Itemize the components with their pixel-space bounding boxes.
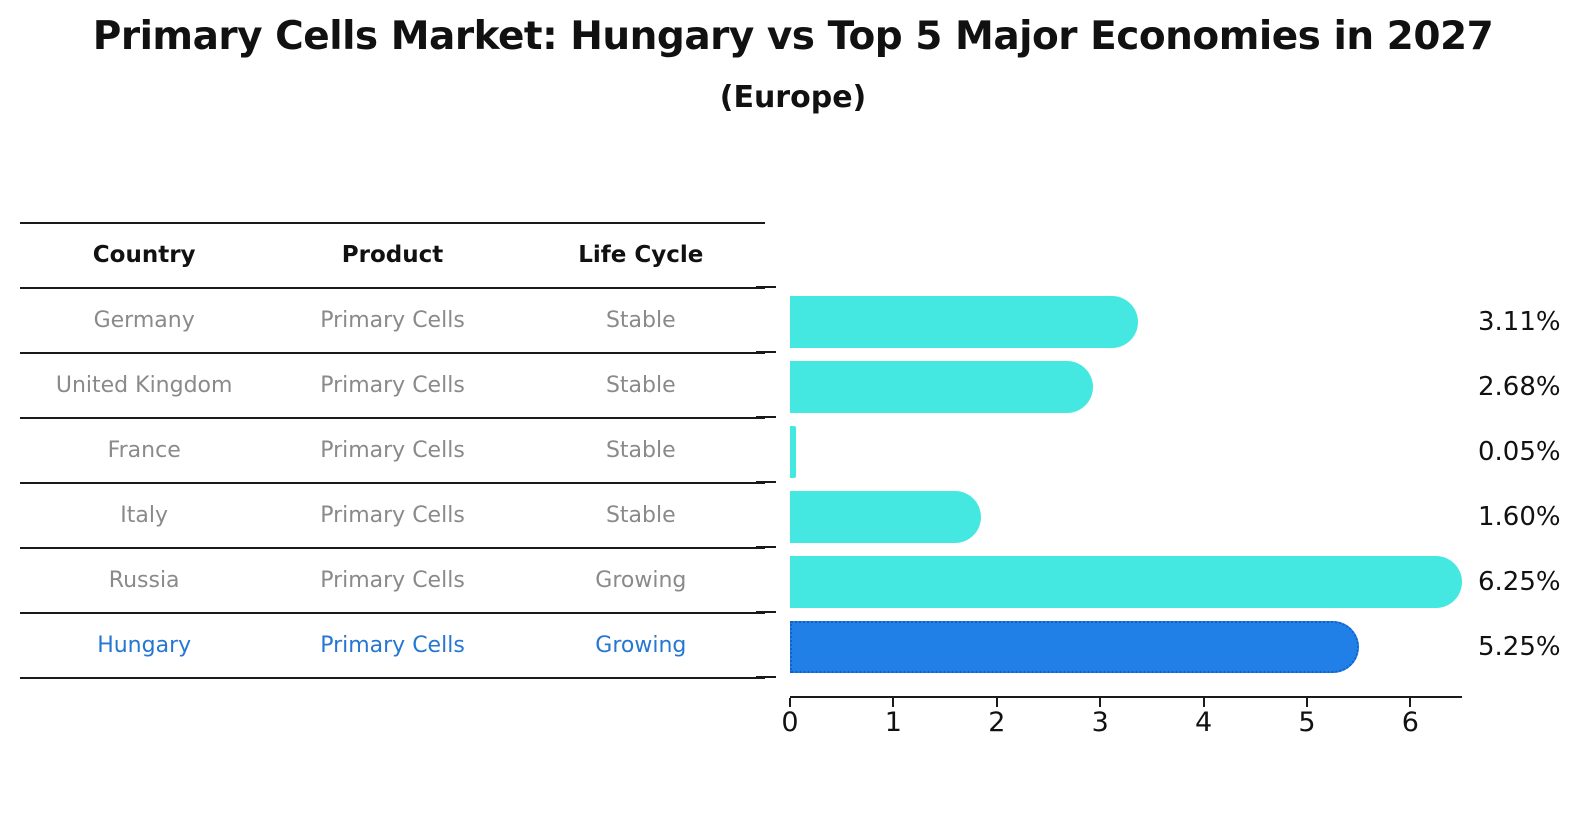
cell-lifecycle: Stable	[605, 308, 676, 333]
y-axis-tick	[756, 546, 776, 548]
cell-product: Primary Cells	[320, 373, 465, 398]
column-header-lifecycle: Life Cycle	[578, 242, 704, 268]
cell-lifecycle: Stable	[605, 503, 676, 528]
x-axis-tick	[892, 698, 895, 707]
cell-product: Primary Cells	[320, 438, 465, 463]
cell-lifecycle: Growing	[595, 568, 687, 593]
bar-value-label: 3.11%	[1478, 307, 1561, 337]
table-row-united-kingdom: United Kingdom Primary Cells Stable	[20, 352, 765, 417]
cell-country: Italy	[120, 503, 169, 528]
bar-united-kingdom	[790, 361, 1094, 413]
table-header-row: Country Product Life Cycle	[20, 222, 765, 287]
x-axis-tick-label: 6	[1401, 707, 1419, 738]
cell-country: Russia	[108, 568, 180, 593]
y-axis-tick	[756, 416, 776, 418]
cell-country: United Kingdom	[55, 373, 233, 398]
cell-lifecycle: Stable	[605, 438, 676, 463]
bar-value-label: 6.25%	[1478, 567, 1561, 597]
bar-value-label: 5.25%	[1478, 632, 1561, 662]
table-row-germany: Germany Primary Cells Stable	[20, 287, 765, 352]
cell-product: Primary Cells	[320, 308, 465, 333]
cell-lifecycle: Stable	[605, 373, 676, 398]
bar-value-label: 1.60%	[1478, 502, 1561, 532]
table-row-russia: Russia Primary Cells Growing	[20, 547, 765, 612]
column-header-product: Product	[341, 242, 444, 268]
bar-value-label: 0.05%	[1478, 437, 1561, 467]
x-axis-tick	[789, 698, 791, 707]
table-row-france: France Primary Cells Stable	[20, 417, 765, 482]
table-row-hungary: Hungary Primary Cells Growing	[20, 612, 765, 677]
y-axis-tick	[756, 351, 776, 353]
cell-country: France	[107, 438, 181, 463]
chart-title: Primary Cells Market: Hungary vs Top 5 M…	[92, 14, 1494, 59]
bar-france	[790, 426, 796, 478]
bar-hungary	[790, 621, 1359, 673]
bar-italy	[790, 491, 982, 543]
chart-subtitle: (Europe)	[719, 80, 867, 115]
x-axis-tick	[1202, 698, 1205, 707]
x-axis-tick-label: 4	[1195, 707, 1213, 738]
x-axis-tick-label: 5	[1298, 707, 1316, 738]
bar-value-label: 2.68%	[1478, 372, 1561, 402]
y-axis-tick	[756, 286, 776, 288]
bar-germany	[790, 296, 1138, 348]
cell-product: Primary Cells	[320, 568, 465, 593]
cell-product: Primary Cells	[320, 503, 465, 528]
x-axis-tick-label: 2	[988, 707, 1006, 738]
y-axis-tick	[756, 481, 776, 483]
x-axis-tick-label: 0	[781, 707, 799, 738]
x-axis-tick-label: 3	[1091, 707, 1109, 738]
y-axis-tick	[756, 676, 776, 678]
x-axis-tick	[1306, 698, 1308, 707]
x-axis-tick	[1409, 698, 1412, 707]
cell-country: Germany	[93, 308, 195, 333]
x-axis-spine	[790, 696, 1462, 698]
column-header-country: Country	[92, 242, 196, 268]
bar-russia	[790, 556, 1463, 608]
table-row-italy: Italy Primary Cells Stable	[20, 482, 765, 547]
y-axis-tick	[756, 611, 776, 613]
cell-product: Primary Cells	[320, 633, 465, 658]
cell-lifecycle: Growing	[595, 633, 687, 658]
x-axis-tick	[995, 698, 998, 707]
country-table: Country Product Life Cycle Germany Prima…	[20, 222, 765, 679]
x-axis-tick	[1099, 698, 1102, 707]
x-axis-tick-label: 1	[884, 707, 902, 738]
cell-country: Hungary	[97, 633, 192, 658]
